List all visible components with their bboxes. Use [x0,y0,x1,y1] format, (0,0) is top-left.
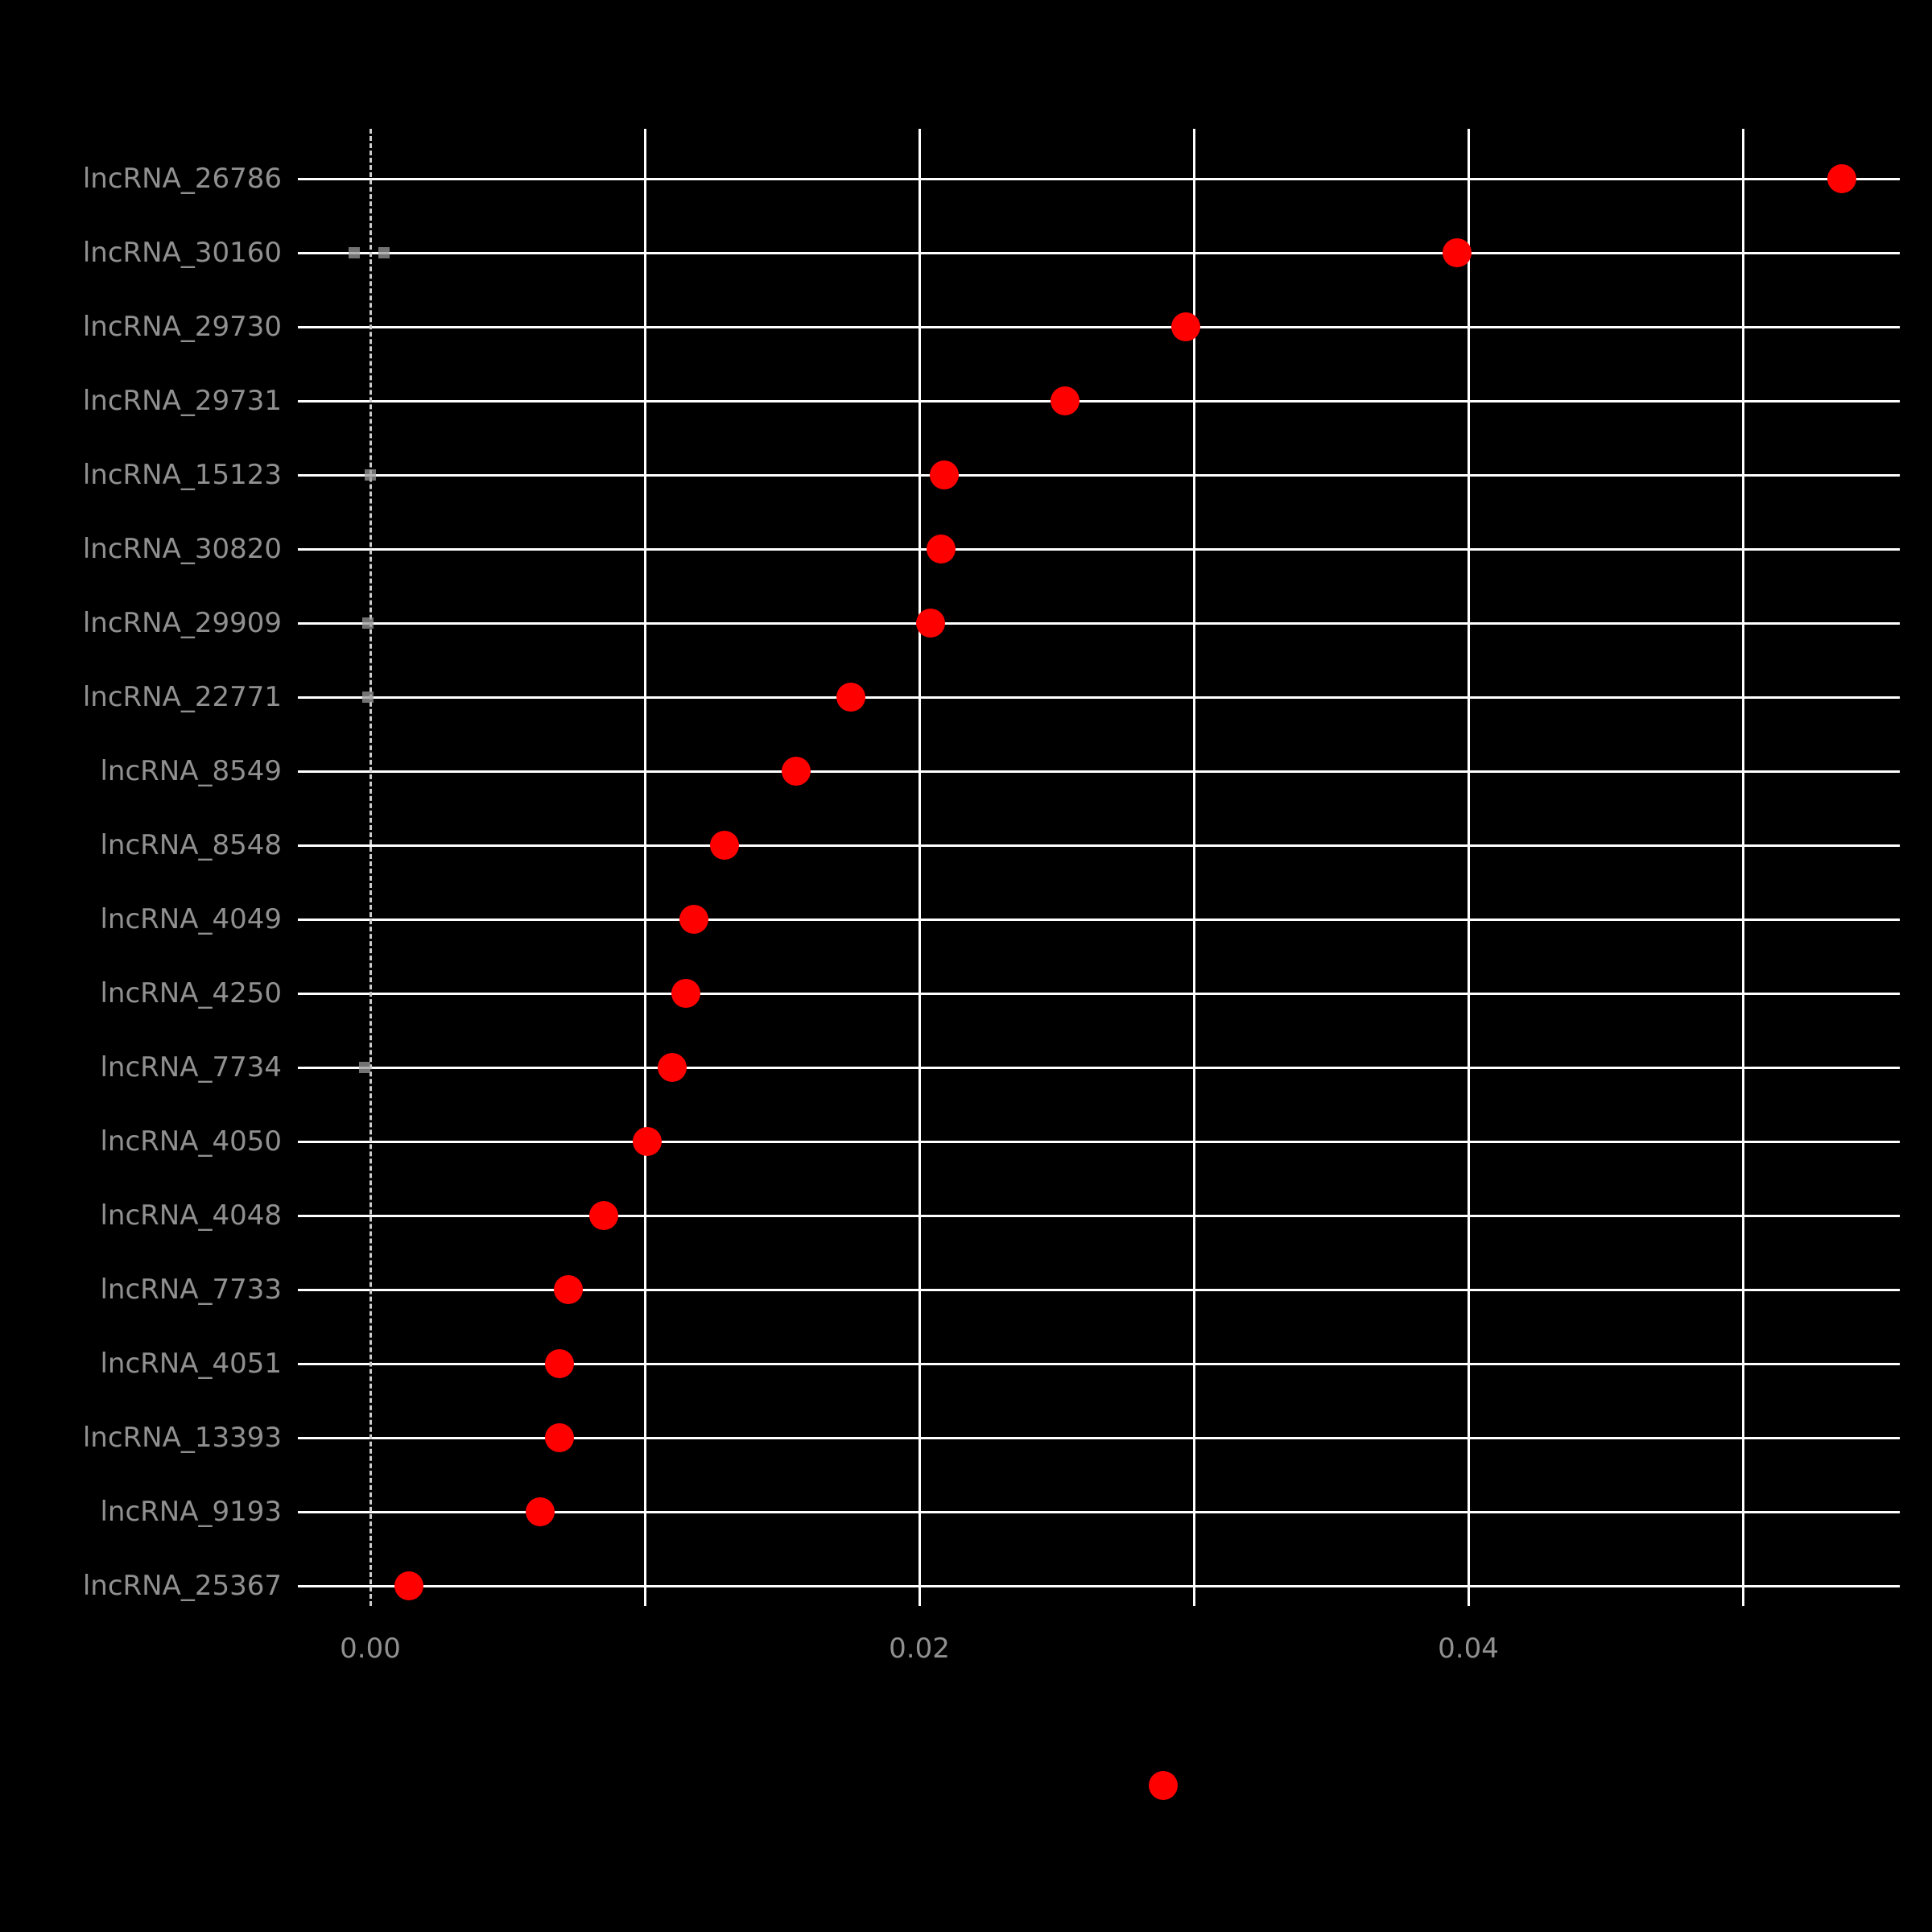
h-gridline [298,770,1900,773]
y-tick-label: lncRNA_29730 [82,311,282,343]
h-gridline [298,473,1900,477]
data-point [1170,312,1200,341]
y-tick-label: lncRNA_7734 [100,1051,282,1084]
h-gridline [298,696,1900,699]
data-point [671,979,701,1008]
y-tick-label: lncRNA_4250 [100,977,282,1009]
data-point [929,460,959,489]
y-tick-label: lncRNA_9193 [100,1496,282,1528]
h-gridline [298,325,1900,328]
h-gridline [298,1584,1900,1587]
data-point [927,535,956,564]
y-tick-label: lncRNA_30820 [82,533,282,565]
near-zero-mark [361,691,374,703]
v-gridline [1467,129,1470,1606]
y-tick-label: lncRNA_4049 [100,903,282,935]
h-gridline [298,1510,1900,1513]
h-gridline [298,621,1900,625]
data-point [658,1053,687,1082]
h-gridline [298,1140,1900,1143]
data-point [836,683,865,712]
data-point [1050,386,1080,415]
y-tick-label: lncRNA_29909 [82,607,282,639]
v-gridline [643,129,646,1606]
x-tick-label: 0.04 [1438,1633,1499,1665]
data-point [553,1275,583,1304]
near-zero-mark [359,1062,371,1073]
data-point [545,1423,575,1452]
data-point [526,1497,555,1526]
near-zero-mark [361,617,374,629]
h-gridline [298,992,1900,995]
h-gridline [298,844,1900,847]
v-gridline [918,129,921,1606]
near-zero-mark [348,247,360,258]
data-point [394,1571,423,1600]
near-zero-mark [365,469,376,481]
y-tick-label: lncRNA_22771 [82,681,282,713]
data-point [633,1127,663,1156]
y-tick-label: lncRNA_30160 [82,237,282,269]
y-tick-label: lncRNA_4051 [100,1348,282,1380]
y-tick-label: lncRNA_26786 [82,163,282,195]
y-tick-label: lncRNA_7733 [100,1274,282,1306]
x-tick-label: 0.02 [889,1633,950,1665]
data-point [709,831,739,860]
h-gridline [298,251,1900,254]
y-tick-label: lncRNA_15123 [82,459,282,491]
data-point [1827,164,1856,193]
y-tick-label: lncRNA_4050 [100,1125,282,1158]
h-gridline [298,1362,1900,1365]
zero-reference-line [369,129,372,1606]
data-point [588,1201,618,1230]
h-gridline [298,177,1900,180]
data-point [545,1349,575,1378]
y-tick-label: lncRNA_13393 [82,1422,282,1454]
near-zero-mark [378,247,390,258]
y-tick-label: lncRNA_25367 [82,1570,282,1602]
v-gridline [1741,129,1744,1606]
h-gridline [298,1214,1900,1217]
y-tick-label: lncRNA_8549 [100,755,282,787]
x-tick-label: 0.00 [340,1633,401,1665]
data-point [679,905,709,934]
h-gridline [298,547,1900,551]
data-point [1443,238,1472,267]
h-gridline [298,1066,1900,1069]
h-gridline [298,399,1900,402]
h-gridline [298,1436,1900,1439]
data-point [915,609,945,638]
h-gridline [298,1288,1900,1291]
v-gridline [1192,129,1195,1606]
y-tick-label: lncRNA_29731 [82,385,282,417]
y-tick-label: lncRNA_4048 [100,1199,282,1232]
legend-point [1149,1771,1178,1800]
data-point [781,757,811,786]
y-tick-label: lncRNA_8548 [100,829,282,861]
h-gridline [298,918,1900,921]
